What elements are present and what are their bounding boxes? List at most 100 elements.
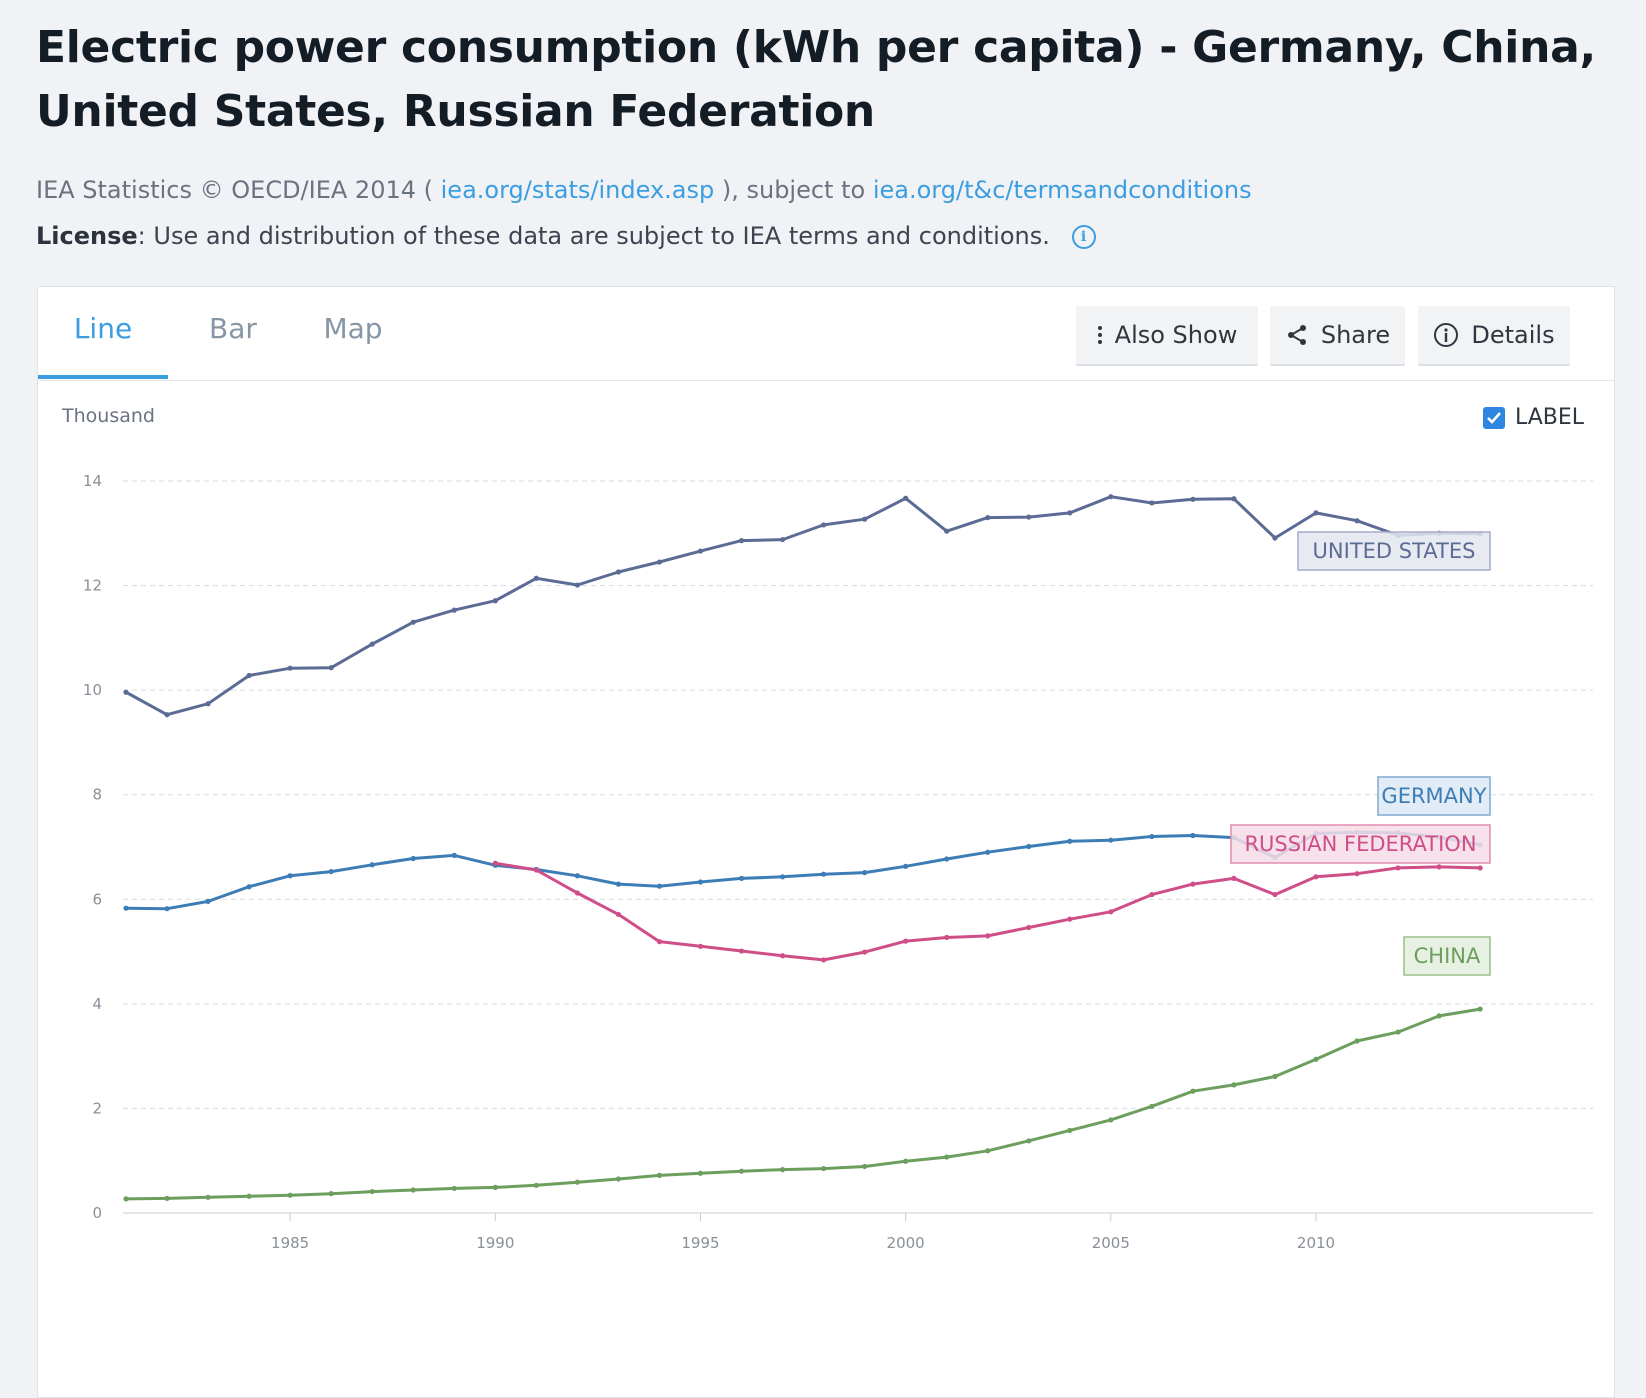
data-point xyxy=(1190,496,1196,502)
data-point xyxy=(492,860,498,866)
data-point xyxy=(1354,871,1360,877)
data-point xyxy=(1272,535,1278,541)
series-line-china xyxy=(125,1007,1481,1201)
source-link[interactable]: iea.org/stats/index.asp xyxy=(440,176,715,204)
data-point xyxy=(862,516,868,522)
data-point xyxy=(903,938,909,944)
data-point xyxy=(123,905,129,911)
data-point xyxy=(656,883,663,889)
series-label: RUSSIAN FEDERATION xyxy=(1244,832,1476,856)
data-point xyxy=(1231,1082,1237,1088)
series-label-box xyxy=(1297,531,1491,571)
data-point xyxy=(944,1154,950,1160)
also-show-label: Also Show xyxy=(1114,321,1238,349)
data-point xyxy=(205,701,211,707)
data-point xyxy=(123,1196,129,1202)
tab-bar[interactable]: Bar xyxy=(209,312,257,345)
series-label-box xyxy=(1230,824,1491,864)
x-tick-label: 2005 xyxy=(1092,1234,1130,1252)
data-point xyxy=(1436,864,1442,870)
data-point xyxy=(738,538,745,544)
license-line: License: Use and distribution of these d… xyxy=(36,222,1096,250)
data-point xyxy=(410,619,416,625)
source-line: IEA Statistics © OECD/IEA 2014 ( iea.org… xyxy=(36,176,1252,204)
x-tick-label: 2010 xyxy=(1297,1234,1335,1252)
data-point xyxy=(820,1165,827,1172)
data-point xyxy=(1436,1013,1442,1019)
series-label: GERMANY xyxy=(1381,784,1486,808)
data-point xyxy=(574,873,580,879)
data-point xyxy=(738,1168,745,1174)
data-point xyxy=(1026,514,1032,520)
data-point xyxy=(862,1163,868,1170)
data-point xyxy=(164,1195,170,1201)
data-point xyxy=(820,957,827,963)
terms-link[interactable]: iea.org/t&c/termsandconditions xyxy=(872,176,1252,204)
data-point xyxy=(1067,916,1073,922)
data-point xyxy=(656,939,663,945)
y-axis-units: Thousand xyxy=(62,405,155,427)
license-label: License xyxy=(36,222,138,250)
x-tick-label: 1995 xyxy=(681,1234,719,1252)
line-chart: 0 2 4 6 8 10 12 14 1985 1990 1995 2000 2005 2010 UNITE… xyxy=(83,472,1593,1252)
view-tabs: Line Bar Map xyxy=(38,287,1614,381)
data-point xyxy=(533,575,539,581)
tab-line[interactable]: Line xyxy=(38,287,168,379)
data-point xyxy=(328,665,334,671)
data-point xyxy=(944,856,950,862)
label-toggle[interactable]: LABEL xyxy=(1482,405,1584,430)
tab-map[interactable]: Map xyxy=(323,312,383,345)
data-point xyxy=(287,1192,293,1198)
y-tick-label: 14 xyxy=(83,472,102,490)
series-label-box xyxy=(1377,776,1491,816)
data-point xyxy=(1272,1073,1278,1080)
data-point xyxy=(1272,891,1278,898)
data-point xyxy=(944,528,950,534)
data-point xyxy=(862,870,868,876)
series-line-russian-federation xyxy=(495,861,1481,962)
data-point xyxy=(1149,1103,1155,1109)
label-checkbox[interactable] xyxy=(1482,406,1505,429)
data-point xyxy=(1067,510,1073,516)
data-point xyxy=(1477,1006,1483,1012)
data-point xyxy=(738,948,745,954)
also-show-button[interactable]: Also Show xyxy=(1076,306,1258,364)
data-point xyxy=(328,868,334,875)
data-point xyxy=(246,672,252,679)
data-point xyxy=(451,1185,457,1192)
data-point xyxy=(862,949,868,955)
x-tick-label: 2000 xyxy=(887,1234,925,1252)
data-point xyxy=(903,495,909,501)
details-button[interactable]: Details xyxy=(1418,306,1570,364)
info-icon[interactable]: i xyxy=(1071,225,1096,249)
data-point xyxy=(779,1167,786,1173)
y-tick-label: 6 xyxy=(92,890,102,908)
data-point xyxy=(533,867,539,873)
y-tick-label: 10 xyxy=(83,681,102,699)
data-point xyxy=(615,881,622,887)
data-point xyxy=(451,852,457,858)
data-point xyxy=(985,849,991,855)
data-point xyxy=(574,1179,580,1185)
series-label: UNITED STATES xyxy=(1313,539,1476,563)
data-point xyxy=(369,641,375,647)
y-tick-label: 0 xyxy=(92,1204,102,1222)
data-point xyxy=(1149,891,1155,898)
data-point xyxy=(492,598,498,604)
data-point xyxy=(164,906,170,912)
data-point xyxy=(1395,1029,1401,1035)
source-middle: ), subject to xyxy=(721,176,866,204)
details-label: Details xyxy=(1471,321,1555,349)
data-point xyxy=(492,1184,498,1190)
share-button[interactable]: Share xyxy=(1270,306,1405,364)
data-point xyxy=(1149,833,1155,840)
data-point xyxy=(1067,838,1073,844)
data-point xyxy=(1190,832,1196,839)
data-point xyxy=(1026,843,1032,850)
source-prefix: IEA Statistics © OECD/IEA 2014 ( xyxy=(36,176,433,204)
page-title: Electric power consumption (kWh per capi… xyxy=(36,22,1596,137)
x-tick-label: 1990 xyxy=(476,1234,514,1252)
data-point xyxy=(738,875,745,881)
series-label-box xyxy=(1403,936,1491,976)
data-point xyxy=(1477,865,1483,871)
